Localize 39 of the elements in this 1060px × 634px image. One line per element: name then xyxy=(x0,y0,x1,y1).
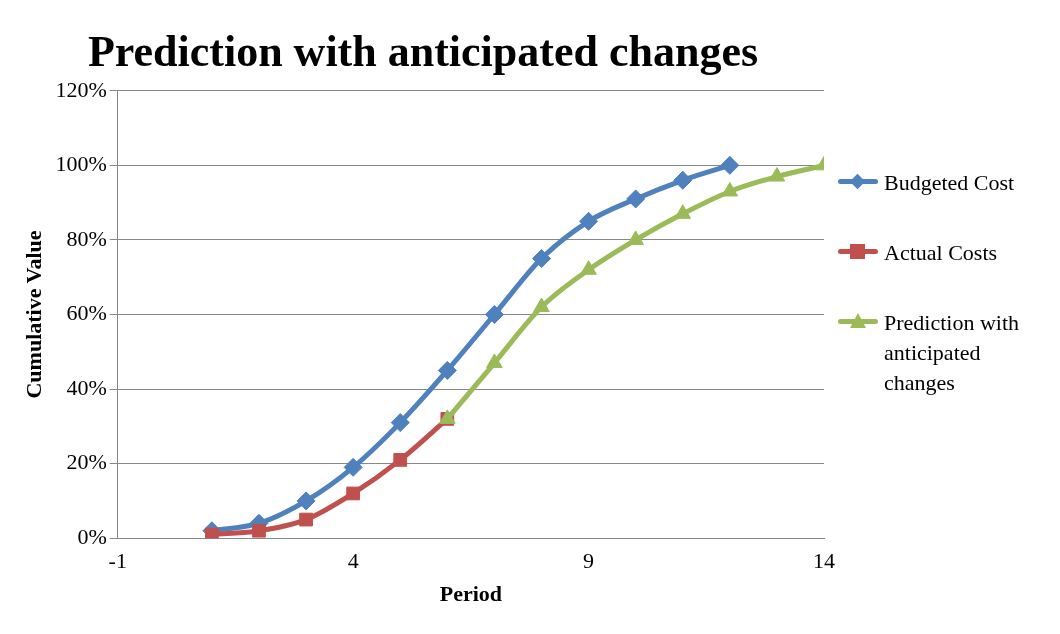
point xyxy=(579,211,599,231)
y-axis-title: Cumulative Value xyxy=(20,230,46,399)
y-tick-label: 120% xyxy=(55,76,107,102)
point xyxy=(533,297,550,313)
point xyxy=(299,512,313,527)
point xyxy=(296,491,316,511)
point xyxy=(205,527,219,539)
point xyxy=(721,181,739,197)
legend-label: Budgeted Cost xyxy=(884,169,1015,197)
x-tick-label: 14 xyxy=(813,548,835,574)
x-axis-title: Period xyxy=(439,581,503,607)
point xyxy=(531,249,551,269)
y-tick-label: 20% xyxy=(66,449,107,475)
point xyxy=(346,486,361,501)
point xyxy=(674,204,692,219)
point xyxy=(484,305,504,324)
y-tick-label: 80% xyxy=(66,225,107,251)
point xyxy=(580,260,597,275)
point xyxy=(437,360,457,380)
chart-title: Prediction with anticipated changes xyxy=(87,26,759,76)
y-tick-label: 100% xyxy=(55,151,107,177)
point xyxy=(673,170,693,190)
x-tick-label: 9 xyxy=(583,548,595,574)
point xyxy=(768,167,786,182)
point xyxy=(390,413,410,433)
point xyxy=(343,457,363,477)
point xyxy=(252,523,266,538)
legend-label: Actual Costs xyxy=(884,239,998,267)
point xyxy=(626,189,646,209)
x-tick-label: -1 xyxy=(108,548,127,574)
legend-label: Prediction with anticipated changes xyxy=(884,309,1021,397)
y-tick-label: 60% xyxy=(66,300,107,326)
y-tick-label: 0% xyxy=(77,523,107,549)
point xyxy=(486,353,503,368)
y-tick-label: 40% xyxy=(66,374,107,400)
point xyxy=(627,230,644,245)
point xyxy=(393,453,408,467)
point xyxy=(720,155,740,175)
x-tick-label: 4 xyxy=(347,548,359,574)
